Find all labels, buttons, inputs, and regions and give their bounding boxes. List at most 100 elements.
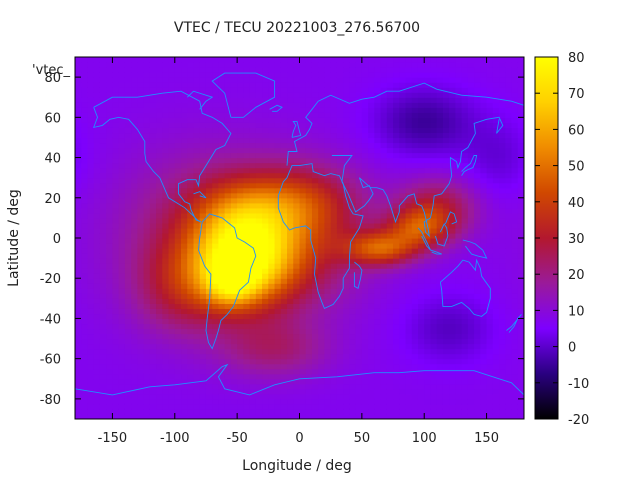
- heatmap-cell: [287, 92, 294, 98]
- heatmap-cell: [249, 72, 257, 78]
- heatmap-cell: [399, 222, 407, 229]
- heatmap-cell: [187, 87, 195, 93]
- heatmap-cell: [187, 107, 195, 113]
- heatmap-cell: [461, 82, 469, 88]
- heatmap-cell: [424, 72, 432, 78]
- heatmap-cell: [99, 373, 107, 380]
- heatmap-cell: [336, 192, 344, 199]
- heatmap-cell: [442, 388, 450, 395]
- heatmap-cell: [156, 187, 163, 194]
- heatmap-cell: [75, 157, 82, 164]
- heatmap-cell: [361, 368, 369, 375]
- heatmap-cell: [199, 283, 207, 289]
- heatmap-cell: [311, 157, 319, 164]
- heatmap-cell: [386, 207, 394, 214]
- heatmap-cell: [405, 122, 413, 128]
- heatmap-cell: [430, 67, 438, 73]
- heatmap-cell: [349, 112, 357, 118]
- heatmap-cell: [336, 268, 344, 274]
- heatmap-cell: [349, 288, 357, 294]
- heatmap-cell: [349, 67, 357, 73]
- heatmap-cell: [143, 338, 151, 345]
- heatmap-cell: [442, 288, 450, 294]
- heatmap-cell: [75, 318, 82, 325]
- heatmap-cell: [405, 117, 413, 123]
- heatmap-cell: [174, 343, 182, 350]
- heatmap-cell: [274, 243, 282, 249]
- heatmap-cell: [193, 227, 201, 234]
- heatmap-cell: [430, 398, 438, 405]
- heatmap-cell: [361, 137, 369, 144]
- heatmap-cell: [156, 167, 163, 174]
- heatmap-cell: [424, 112, 432, 118]
- heatmap-cell: [461, 57, 469, 63]
- heatmap-cell: [436, 283, 444, 289]
- heatmap-cell: [230, 152, 238, 159]
- heatmap-cell: [324, 278, 332, 284]
- heatmap-cell: [156, 62, 163, 68]
- heatmap-cell: [187, 413, 195, 419]
- heatmap-cell: [112, 122, 120, 128]
- heatmap-cell: [274, 278, 282, 284]
- heatmap-cell: [311, 378, 319, 385]
- heatmap-cell: [417, 137, 425, 144]
- heatmap-cell: [411, 273, 419, 279]
- heatmap-cell: [361, 177, 369, 184]
- heatmap-cell: [374, 182, 382, 189]
- heatmap-cell: [336, 408, 344, 415]
- heatmap-cell: [436, 328, 444, 335]
- heatmap-cell: [243, 77, 251, 83]
- heatmap-cell: [343, 288, 350, 294]
- heatmap-cell: [193, 187, 201, 194]
- heatmap-cell: [442, 373, 450, 380]
- heatmap-cell: [505, 323, 513, 330]
- heatmap-cell: [181, 243, 188, 249]
- heatmap-cell: [411, 383, 419, 390]
- heatmap-cell: [230, 293, 238, 299]
- heatmap-cell: [87, 243, 95, 249]
- heatmap-cell: [193, 62, 201, 68]
- heatmap-cell: [255, 323, 263, 330]
- heatmap-cell: [492, 308, 500, 315]
- heatmap-cell: [430, 182, 438, 189]
- heatmap-cell: [343, 273, 350, 279]
- heatmap-cell: [75, 248, 82, 254]
- heatmap-cell: [380, 182, 388, 189]
- heatmap-cell: [237, 212, 244, 219]
- heatmap-cell: [461, 383, 469, 390]
- heatmap-cell: [124, 313, 132, 320]
- heatmap-cell: [442, 132, 450, 139]
- heatmap-cell: [436, 132, 444, 139]
- heatmap-cell: [243, 197, 251, 204]
- heatmap-cell: [411, 57, 419, 63]
- heatmap-cell: [324, 207, 332, 214]
- heatmap-cell: [274, 72, 282, 78]
- heatmap-cell: [311, 172, 319, 179]
- heatmap-cell: [156, 273, 163, 279]
- heatmap-cell: [249, 152, 257, 159]
- heatmap-cell: [93, 253, 101, 259]
- heatmap-cell: [174, 293, 182, 299]
- heatmap-cell: [374, 348, 382, 355]
- heatmap-cell: [374, 117, 382, 123]
- heatmap-cell: [474, 358, 481, 365]
- heatmap-cell: [243, 273, 251, 279]
- heatmap-cell: [455, 288, 463, 294]
- heatmap-cell: [349, 403, 357, 410]
- heatmap-cell: [417, 278, 425, 284]
- heatmap-cell: [268, 343, 276, 350]
- heatmap-cell: [355, 197, 363, 204]
- heatmap-cell: [461, 393, 469, 400]
- heatmap-cell: [224, 343, 232, 350]
- heatmap-cell: [87, 167, 95, 174]
- heatmap-cell: [193, 57, 201, 63]
- heatmap-cell: [349, 127, 357, 134]
- heatmap-cell: [442, 232, 450, 239]
- heatmap-cell: [467, 303, 475, 309]
- heatmap-cell: [442, 413, 450, 419]
- heatmap-cell: [230, 338, 238, 345]
- heatmap-cell: [255, 303, 263, 309]
- heatmap-cell: [99, 117, 107, 123]
- heatmap-cell: [311, 82, 319, 88]
